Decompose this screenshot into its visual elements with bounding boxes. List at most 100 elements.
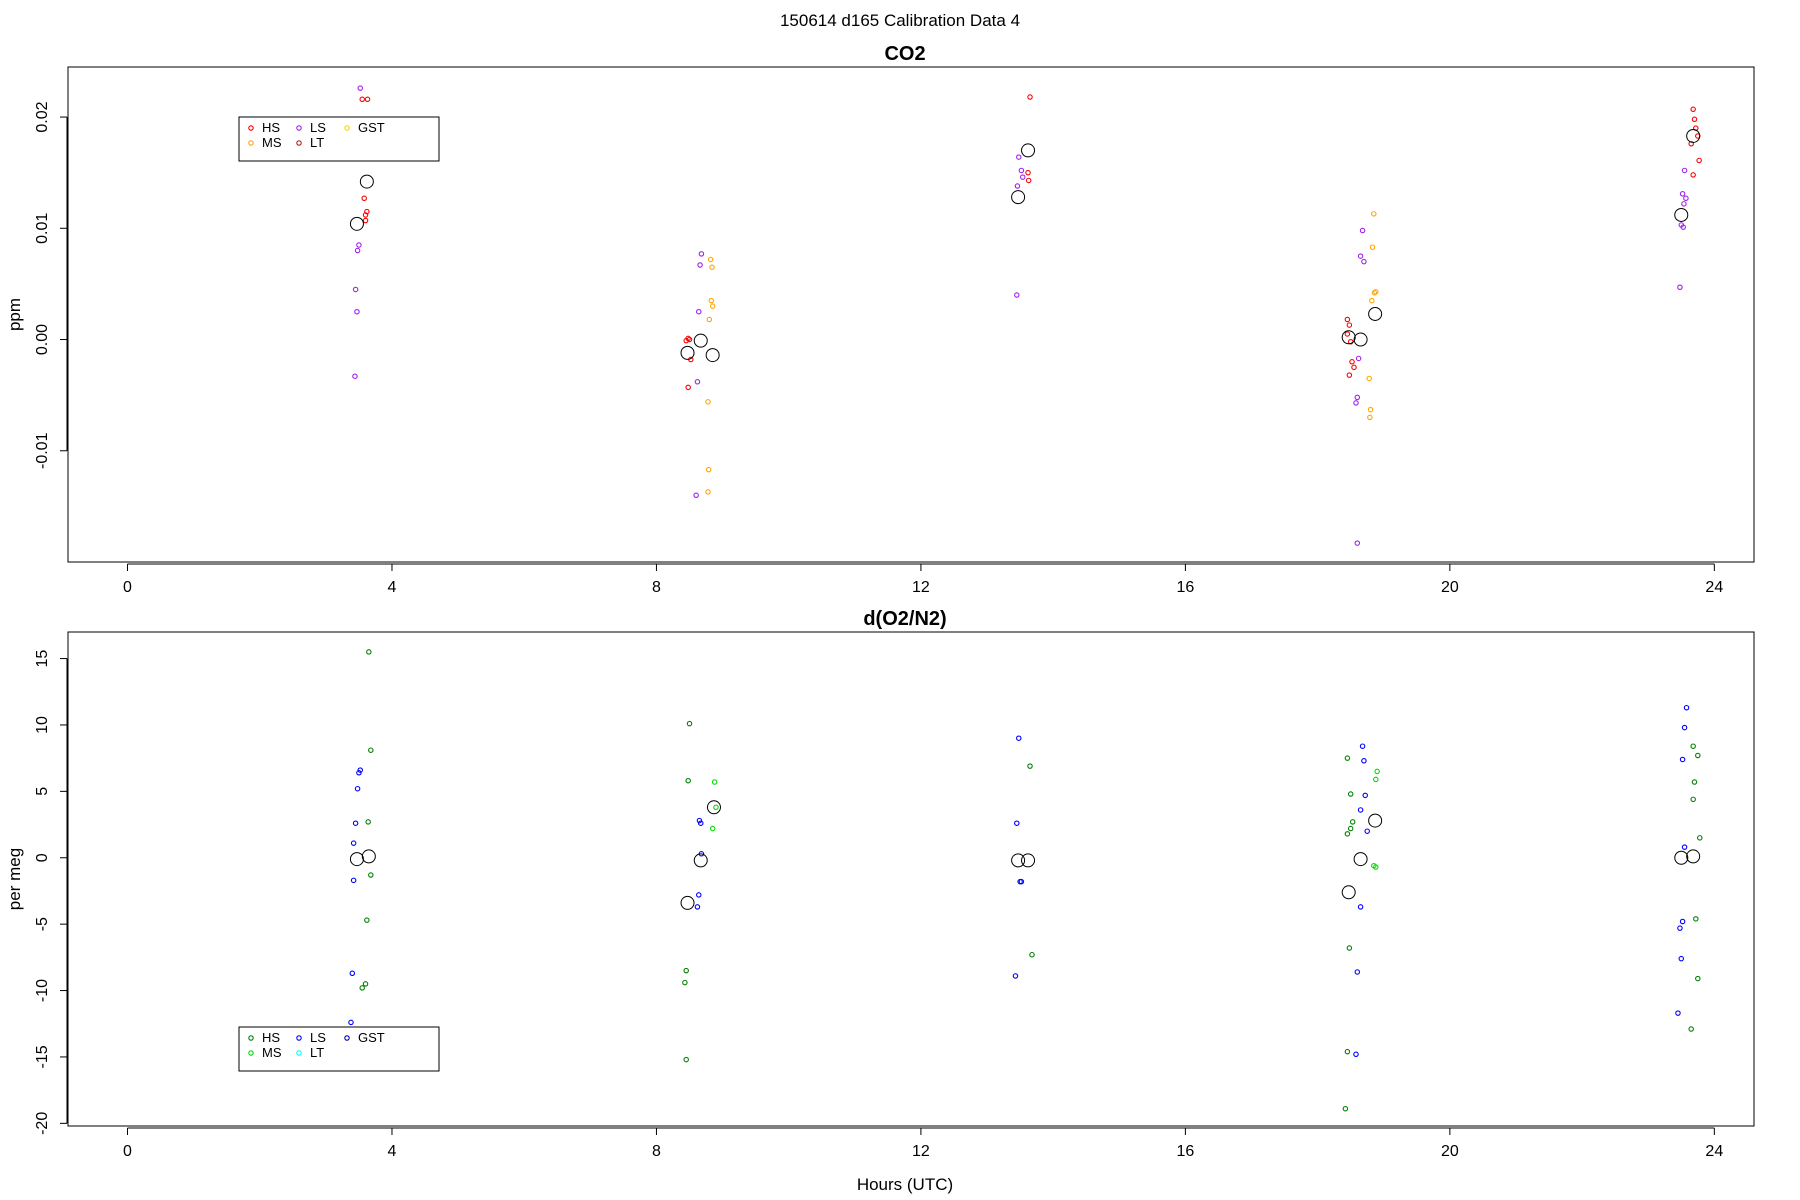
o2-title: d(O2/N2) (863, 608, 946, 630)
co2-point-ls (352, 373, 358, 379)
o2-point-hs (368, 872, 374, 878)
co2-point-ls (1353, 400, 1359, 406)
o2-point-ls (1014, 820, 1020, 826)
o2-mean-point (1353, 852, 1368, 867)
co2-mean-point (1341, 330, 1356, 345)
o2-point-hs (1344, 755, 1351, 761)
co2-point-hs (362, 217, 369, 224)
o2-legend-marker (344, 1035, 350, 1041)
o2-point-ls (357, 767, 363, 773)
co2-point-hs (1696, 157, 1702, 164)
co2-point-hs (1346, 322, 1353, 328)
o2-point-hs (365, 819, 371, 825)
co2-point-hs (1351, 364, 1357, 371)
o2-point-hs (1693, 916, 1699, 922)
o2-mean-point (1341, 885, 1356, 900)
co2-point-ls (1681, 167, 1688, 174)
co2-point-ls (1354, 540, 1361, 546)
o2-point-hs (368, 747, 374, 753)
co2-point-ls (1683, 195, 1689, 202)
co2-x-tick-label: 4 (388, 579, 397, 596)
co2-y-tick-label: -0.01 (34, 432, 51, 469)
co2-point-ls (1357, 253, 1364, 259)
co2-legend-marker (344, 125, 350, 131)
figure-title: 150614 d165 Calibration Data 4 (780, 11, 1020, 30)
o2-point-hs (685, 777, 691, 784)
co2-mean-point (1353, 332, 1368, 347)
co2-point-ms (1367, 414, 1373, 421)
o2-point-ls (1354, 969, 1361, 975)
o2-point-ms (709, 825, 716, 832)
co2-point-ls (696, 308, 702, 315)
o2-point-ls (348, 1019, 354, 1026)
co2-point-ms (705, 399, 711, 405)
o2-y-axis-label: per meg (5, 848, 24, 910)
co2-point-ms (707, 256, 714, 263)
o2-point-hs (1344, 1048, 1351, 1055)
co2-legend-label: LT (310, 135, 324, 150)
co2-point-hs (1025, 169, 1031, 176)
o2-point-ls (352, 820, 359, 826)
o2-legend-marker (248, 1050, 254, 1056)
co2-point-ms (705, 489, 711, 495)
o2-mean-point (680, 895, 695, 910)
o2-point-hs (1690, 796, 1696, 803)
co2-point-ls (1354, 394, 1361, 401)
co2-y-tick-label: 0.01 (34, 213, 51, 244)
o2-point-ms (1373, 776, 1379, 783)
co2-legend-marker (248, 125, 254, 131)
o2-point-ls (354, 785, 361, 792)
o2-legend-label: GST (358, 1030, 385, 1045)
co2-point-ls (1681, 201, 1687, 207)
co2-point-ls (1677, 284, 1683, 290)
co2-point-ms (1371, 290, 1378, 296)
co2-point-hs (1344, 316, 1351, 323)
o2-point-ms (1374, 768, 1380, 775)
o2-point-ls (1017, 878, 1023, 885)
co2-mean-point (1686, 128, 1701, 143)
co2-point-ls (1014, 183, 1021, 189)
o2-x-tick-label: 16 (1176, 1143, 1194, 1160)
co2-legend-label: LS (310, 120, 326, 135)
co2-point-ms (709, 303, 716, 309)
co2-point-ms (706, 316, 713, 323)
o2-point-ls (1679, 756, 1686, 763)
co2-point-ls (357, 85, 363, 91)
o2-point-hs (1342, 1105, 1349, 1112)
co2-point-ls (1679, 191, 1686, 197)
co2-point-hs (1349, 359, 1355, 365)
o2-y-tick-label: -10 (34, 979, 51, 1002)
co2-x-tick-label: 8 (652, 579, 661, 596)
co2-point-ls (1680, 224, 1687, 230)
o2-x-tick-label: 8 (652, 1143, 661, 1160)
o2-y-tick-label: -20 (34, 1112, 51, 1135)
co2-point-ms (1371, 211, 1377, 217)
co2-mean-point (1674, 207, 1689, 222)
o2-legend (238, 1026, 440, 1072)
co2-point-ms (1366, 375, 1372, 382)
o2-point-ms (713, 804, 719, 811)
o2-legend-marker (296, 1050, 302, 1056)
co2-point-ms (709, 264, 715, 270)
o2-point-hs (362, 981, 369, 987)
o2-point-ls (1681, 724, 1688, 731)
co2-point-ls (1014, 292, 1020, 298)
o2-point-hs (1346, 945, 1353, 951)
o2-point-hs (683, 1056, 689, 1063)
o2-point-ls (1012, 973, 1019, 979)
co2-mean-point (1011, 190, 1026, 205)
o2-mean-point (349, 852, 364, 867)
co2-mean-point (680, 345, 695, 360)
o2n2-panel: d(O2/N2) 0 4 8 12 16 20 24 -20 -15 -10 -5 0 5 10 15 per … (5, 608, 1755, 1160)
co2-y-tick-label: 0.00 (34, 324, 51, 355)
co2-point-ls (1355, 355, 1362, 362)
o2-legend-label: LS (310, 1030, 326, 1045)
o2-y-tick-label: -5 (34, 917, 51, 931)
o2-point-hs (1697, 835, 1703, 841)
o2-y-tick-label: -15 (34, 1045, 51, 1068)
co2-y-tick-label: 0.02 (34, 101, 51, 132)
co2-point-hs (1344, 331, 1351, 337)
o2-point-ls (696, 817, 703, 824)
o2-point-hs (1695, 752, 1701, 759)
